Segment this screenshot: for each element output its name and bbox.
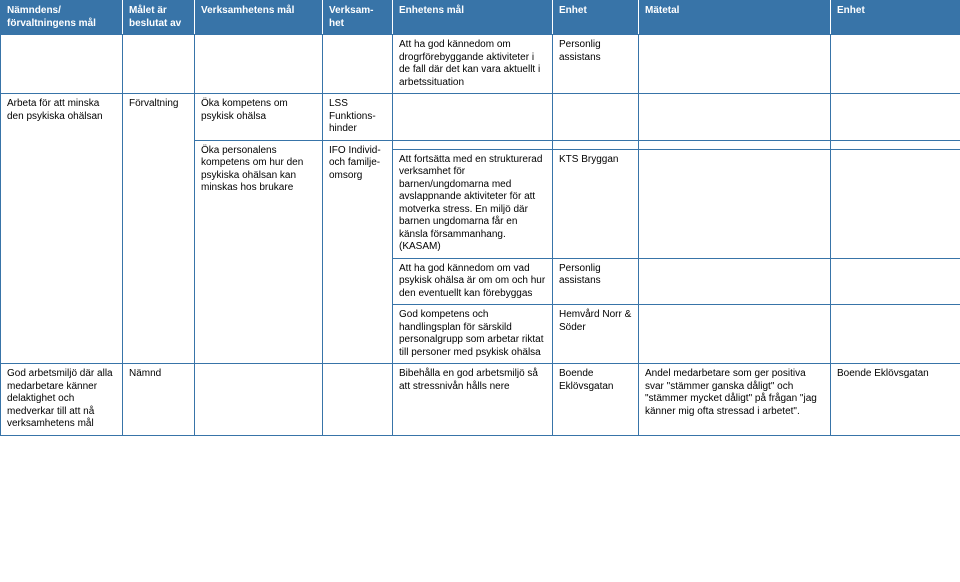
cell: Boende Eklövsgatan bbox=[553, 364, 639, 436]
cell bbox=[639, 140, 831, 149]
cell bbox=[323, 364, 393, 436]
cell bbox=[831, 258, 960, 305]
cell bbox=[639, 258, 831, 305]
table-header: Nämndens/ förvaltningens mål Målet är be… bbox=[1, 1, 960, 35]
col-enhet: Enhet bbox=[553, 1, 639, 35]
cell: Öka kompetens om psykisk ohälsa bbox=[195, 94, 323, 141]
cell bbox=[639, 94, 831, 141]
cell bbox=[323, 35, 393, 94]
cell: Att fortsätta med en strukturerad verksa… bbox=[393, 149, 553, 258]
cell: Arbeta för att minska den psykiska ohäls… bbox=[1, 94, 123, 364]
cell bbox=[553, 140, 639, 149]
table-row: Arbeta för att minska den psykiska ohäls… bbox=[1, 94, 960, 141]
col-verksamhet: Verksam-het bbox=[323, 1, 393, 35]
cell: Personlig assistans bbox=[553, 258, 639, 305]
col-matetal: Mätetal bbox=[639, 1, 831, 35]
cell: Andel medarbetare som ger positiva svar … bbox=[639, 364, 831, 436]
cell bbox=[195, 364, 323, 436]
cell: IFO Individ- och familje-omsorg bbox=[323, 140, 393, 364]
col-enhet-2: Enhet bbox=[831, 1, 960, 35]
cell bbox=[831, 149, 960, 258]
cell bbox=[553, 94, 639, 141]
cell bbox=[1, 35, 123, 94]
col-beslutat-av: Målet är beslutat av bbox=[123, 1, 195, 35]
cell: God arbetsmiljö där alla medarbetare kän… bbox=[1, 364, 123, 436]
cell: Att ha god kännedom om drogrförebyggande… bbox=[393, 35, 553, 94]
cell bbox=[639, 149, 831, 258]
cell: Öka personalens kompetens om hur den psy… bbox=[195, 140, 323, 364]
cell: Personlig assistans bbox=[553, 35, 639, 94]
cell bbox=[123, 35, 195, 94]
cell bbox=[831, 140, 960, 149]
cell bbox=[831, 94, 960, 141]
cell bbox=[639, 305, 831, 364]
cell bbox=[393, 140, 553, 149]
cell: KTS Bryggan bbox=[553, 149, 639, 258]
cell bbox=[195, 35, 323, 94]
goals-table: Nämndens/ förvaltningens mål Målet är be… bbox=[0, 0, 960, 436]
cell bbox=[393, 94, 553, 141]
cell: Att ha god kännedom om vad psykisk ohäls… bbox=[393, 258, 553, 305]
cell: God kompetens och handlingsplan för särs… bbox=[393, 305, 553, 364]
cell: Hemvård Norr & Söder bbox=[553, 305, 639, 364]
cell bbox=[831, 35, 960, 94]
cell: Boende Eklövsgatan bbox=[831, 364, 960, 436]
cell: Nämnd bbox=[123, 364, 195, 436]
table-row: Att ha god kännedom om drogrförebyggande… bbox=[1, 35, 960, 94]
cell: Bibehålla en god arbetsmiljö så att stre… bbox=[393, 364, 553, 436]
col-namndens-mal: Nämndens/ förvaltningens mål bbox=[1, 1, 123, 35]
cell bbox=[639, 35, 831, 94]
cell: Förvaltning bbox=[123, 94, 195, 364]
col-verksamhetens-mal: Verksamhetens mål bbox=[195, 1, 323, 35]
cell: LSS Funktions-hinder bbox=[323, 94, 393, 141]
col-enhetens-mal: Enhetens mål bbox=[393, 1, 553, 35]
table-row: God arbetsmiljö där alla medarbetare kän… bbox=[1, 364, 960, 436]
cell bbox=[831, 305, 960, 364]
